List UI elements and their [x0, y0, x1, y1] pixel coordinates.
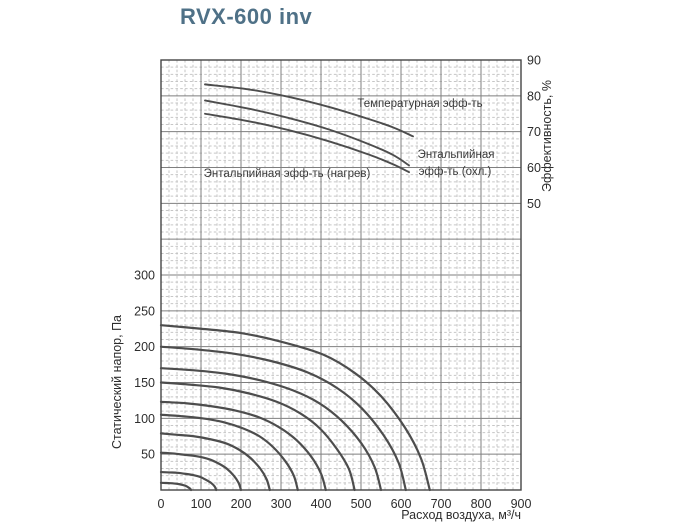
x-tick-label: 500	[351, 497, 372, 511]
curve-labels: Температурная эфф-ть Энтальпийная эфф-ть (…	[204, 98, 495, 180]
x-tick-label: 300	[271, 497, 292, 511]
pressure-tick-label: 200	[134, 340, 155, 354]
efficiency-tick-label: 60	[527, 161, 541, 175]
x-tick-label: 100	[191, 497, 212, 511]
pressure-tick-label: 150	[134, 376, 155, 390]
pressure-tick-labels: 300 250 200 150 100 50	[134, 269, 155, 462]
label-enthalpy-cool-2: эфф-ть (охл.)	[419, 166, 492, 178]
efficiency-curve	[204, 99, 410, 167]
page-title: RVX-600 inv	[180, 4, 313, 29]
fan-curve	[159, 367, 383, 492]
pressure-tick-label: 50	[141, 448, 155, 462]
label-enthalpy-cool-1: Энтальпийная	[418, 149, 495, 161]
x-tick-label: 200	[231, 497, 252, 511]
efficiency-tick-label: 80	[527, 89, 541, 103]
fan-curve	[159, 400, 327, 492]
pressure-tick-label: 100	[134, 412, 155, 426]
fan-curve	[159, 481, 193, 492]
efficiency-axis-title: Эффективность, %	[540, 80, 554, 192]
efficiency-curves	[204, 83, 414, 174]
efficiency-tick-label: 50	[527, 197, 541, 211]
efficiency-tick-labels: 90 80 70 60 50	[527, 54, 541, 211]
plot-border	[160, 59, 522, 491]
fan-curves	[159, 324, 431, 492]
fan-curve	[159, 470, 218, 492]
x-tick-label: 0	[158, 497, 165, 511]
fan-curve	[159, 345, 407, 492]
efficiency-curve	[204, 112, 410, 174]
x-tick-label: 800	[471, 497, 492, 511]
efficiency-tick-label: 90	[527, 54, 541, 68]
fan-curve	[159, 451, 243, 492]
fan-curve	[159, 324, 431, 492]
pressure-axis-title: Статический напор, Па	[110, 315, 124, 449]
label-enthalpy-heat: Энтальпийная эфф-ть (нагрев)	[204, 168, 371, 180]
pressure-tick-label: 250	[134, 304, 155, 318]
fan-curve	[159, 413, 299, 492]
fan-curve	[159, 381, 356, 492]
x-tick-labels: 0 100 200 300 400 500 600 700 800 900	[158, 497, 532, 511]
x-tick-label: 700	[431, 497, 452, 511]
x-tick-label: 600	[391, 497, 412, 511]
x-tick-label: 400	[311, 497, 332, 511]
label-temp-eff: Температурная эфф-ть	[357, 98, 482, 110]
fan-curve	[159, 432, 271, 492]
x-axis-title: Расход воздуха, м³/ч	[401, 508, 521, 522]
pressure-tick-label: 300	[134, 269, 155, 283]
efficiency-tick-label: 70	[527, 125, 541, 139]
x-tick-label: 900	[511, 497, 532, 511]
efficiency-curve	[204, 83, 414, 138]
